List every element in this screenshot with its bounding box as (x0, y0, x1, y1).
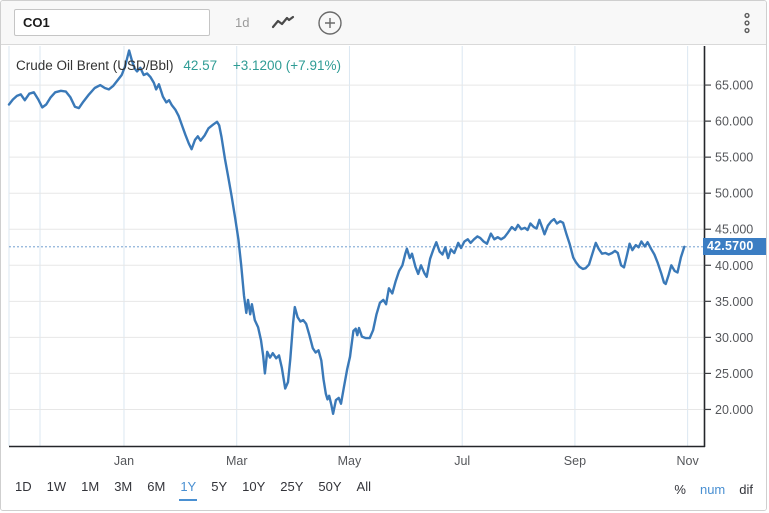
y-tick-label: 35.000 (715, 295, 753, 309)
y-tick-label: 50.000 (715, 187, 753, 201)
instrument-name: Crude Oil Brent (USD/Bbl) (16, 58, 174, 73)
kebab-menu-icon[interactable] (743, 12, 751, 34)
range-6m[interactable]: 6M (147, 479, 166, 494)
format-selector: % num dif (674, 482, 753, 497)
range-10y[interactable]: 10Y (242, 479, 266, 494)
range-3m[interactable]: 3M (114, 479, 133, 494)
range-all[interactable]: All (356, 479, 371, 494)
range-1d[interactable]: 1D (15, 479, 32, 494)
top-toolbar: 1d (1, 1, 766, 45)
y-tick-label: 25.000 (715, 367, 753, 381)
y-tick-label: 40.000 (715, 259, 753, 273)
last-price: 42.57 (183, 58, 218, 73)
x-tick-label: Nov (677, 454, 700, 468)
y-tick-label: 55.000 (715, 151, 753, 165)
price-change: +3.1200 (+7.91%) (232, 58, 341, 73)
y-tick-label: 45.000 (715, 223, 753, 237)
x-tick-label: Sep (564, 454, 586, 468)
format-pct[interactable]: % (674, 481, 686, 497)
range-1y[interactable]: 1Y (179, 477, 198, 501)
y-tick-label: 20.000 (715, 403, 753, 417)
x-tick-label: Mar (226, 454, 248, 468)
x-tick-label: May (338, 454, 362, 468)
range-50y[interactable]: 50Y (318, 479, 342, 494)
add-circle-icon[interactable] (317, 10, 343, 36)
range-1m[interactable]: 1M (81, 479, 100, 494)
format-dif[interactable]: dif (739, 481, 753, 497)
range-1w[interactable]: 1W (46, 479, 67, 494)
x-tick-label: Jul (454, 454, 470, 468)
price-series-line (7, 49, 686, 415)
format-num[interactable]: num (699, 481, 726, 497)
range-5y[interactable]: 5Y (211, 479, 228, 494)
range-selector: 1D 1W 1M 3M 6M 1Y 5Y 10Y 25Y 50Y All (14, 477, 372, 501)
ticker-input[interactable] (14, 9, 210, 36)
x-tick-label: Jan (114, 454, 134, 468)
bottom-toolbar: 1D 1W 1M 3M 6M 1Y 5Y 10Y 25Y 50Y All % num dif (1, 468, 766, 510)
current-price-badge: 42.5700 (703, 238, 766, 255)
line-chart-icon[interactable] (271, 15, 295, 30)
y-tick-label: 65.000 (715, 79, 753, 93)
range-25y[interactable]: 25Y (280, 479, 304, 494)
interval-select[interactable]: 1d (235, 15, 250, 30)
chart-header: Crude Oil Brent (USD/Bbl) 42.57 +3.1200 … (16, 58, 341, 73)
y-tick-label: 60.000 (715, 115, 753, 129)
y-tick-label: 30.000 (715, 331, 753, 345)
